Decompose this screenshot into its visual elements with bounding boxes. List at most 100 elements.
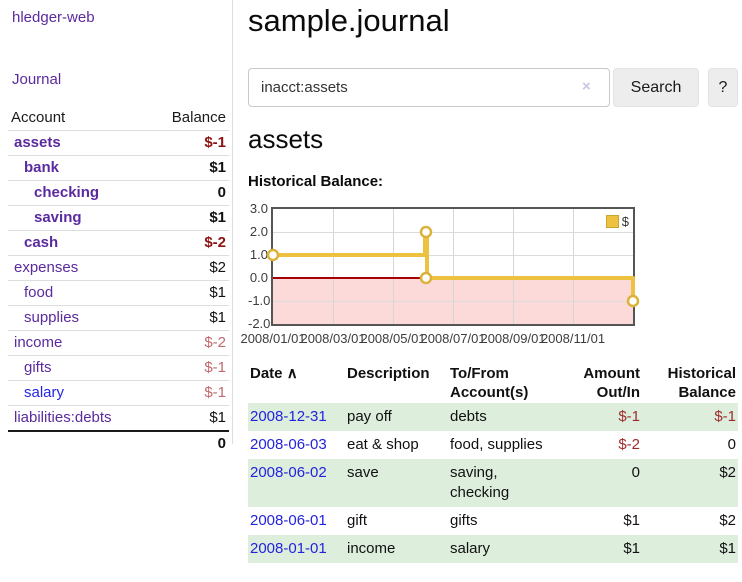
account-row-income: income $-2: [8, 330, 229, 356]
y-axis-tick: -1.0: [248, 293, 271, 308]
transaction-description: gift: [347, 512, 368, 529]
account-row-saving: saving $1: [8, 205, 229, 231]
account-link-supplies[interactable]: supplies: [24, 309, 80, 326]
gridline: [333, 209, 334, 324]
y-axis-tick: 1.0: [249, 247, 268, 262]
gridline: [393, 209, 394, 324]
account-row-assets: assets $-1: [8, 130, 229, 156]
transaction-description: pay off: [347, 408, 392, 425]
account-link-liabilities-debts[interactable]: liabilities:debts: [14, 409, 112, 426]
account-balance: $2: [149, 255, 229, 281]
account-link-cash[interactable]: cash: [24, 234, 59, 251]
transaction-date-link[interactable]: 2008-06-02: [250, 464, 327, 481]
account-link-salary[interactable]: salary: [24, 384, 65, 401]
account-row-gifts: gifts $-1: [8, 355, 229, 381]
description-column-header: Description: [347, 365, 430, 382]
account-total-row: 0: [8, 430, 229, 456]
accounts-column-header: To/From Account(s): [448, 363, 562, 403]
sort-ascending-icon: ∧: [286, 365, 298, 382]
account-row-liabilities-debts: liabilities:debts $1: [8, 405, 229, 431]
x-axis-tick: 2008/03/01: [300, 331, 366, 346]
account-row-food: food $1: [8, 280, 229, 306]
account-balance: $1: [149, 205, 229, 231]
chart-plot-area[interactable]: $: [266, 207, 640, 326]
data-point-marker: [626, 294, 640, 308]
data-point-marker: [266, 248, 280, 262]
account-row-expenses: expenses $2: [8, 255, 229, 281]
x-axis-tick: 2008/11/01: [540, 331, 606, 346]
account-row-cash: cash $-2: [8, 230, 229, 256]
account-link-bank[interactable]: bank: [24, 159, 60, 176]
transaction-date-link[interactable]: 2008-12-31: [250, 408, 327, 425]
account-balance: $-2: [149, 330, 229, 356]
register-row[interactable]: 2008-06-01 gift gifts $1 $2: [248, 507, 738, 535]
amount-header-line1: Amount: [583, 365, 640, 382]
transaction-accounts: debts: [450, 408, 487, 425]
transaction-balance: $2: [719, 464, 736, 481]
account-balance: $1: [149, 405, 229, 431]
account-link-saving[interactable]: saving: [34, 209, 82, 226]
search-button[interactable]: Search: [613, 68, 699, 107]
account-link-assets[interactable]: assets: [14, 134, 61, 151]
transaction-amount: $-2: [618, 436, 640, 453]
account-row-salary: salary $-1: [8, 380, 229, 406]
account-link-food[interactable]: food: [24, 284, 54, 301]
x-axis-tick: 2008/05/01: [360, 331, 426, 346]
transaction-description: eat & shop: [347, 436, 419, 453]
transaction-amount: $1: [623, 512, 640, 529]
clear-search-icon[interactable]: ×: [582, 78, 591, 95]
transaction-description: income: [347, 540, 396, 557]
account-balance: $1: [149, 280, 229, 306]
register-row[interactable]: 2008-01-01 income salary $1 $1: [248, 535, 738, 563]
y-axis-tick: 0.0: [249, 270, 268, 285]
gridline: [513, 209, 514, 324]
transaction-date-link[interactable]: 2008-06-01: [250, 512, 327, 529]
register-row[interactable]: 2008-12-31 pay off debts $-1 $-1: [248, 403, 738, 431]
date-header-label: Date: [250, 365, 283, 382]
account-balance: $-2: [149, 230, 229, 256]
data-point-marker: [419, 271, 433, 285]
data-point-marker: [419, 225, 433, 239]
transaction-accounts: gifts: [450, 512, 478, 529]
date-column-header[interactable]: Date ∧: [248, 363, 345, 403]
transaction-balance: $-1: [714, 408, 736, 425]
app-title-link[interactable]: hledger-web: [12, 9, 95, 26]
amount-column-header: Amount Out/In: [562, 363, 642, 403]
amount-header-line2: Out/In: [596, 384, 640, 401]
account-total-value: 0: [149, 430, 229, 456]
sidebar-item-journal[interactable]: Journal: [12, 71, 62, 88]
register-header-row: Date ∧ Description To/From Account(s) Am…: [248, 363, 738, 403]
account-row-bank: bank $1: [8, 155, 229, 181]
x-axis-tick: 2008/01/01: [240, 331, 306, 346]
transaction-amount: $-1: [618, 408, 640, 425]
help-button[interactable]: ?: [708, 68, 738, 107]
y-axis-tick: -2.0: [248, 316, 271, 331]
account-link-gifts[interactable]: gifts: [24, 359, 52, 376]
account-link-checking[interactable]: checking: [34, 184, 100, 201]
transaction-accounts: saving, checking: [450, 464, 510, 501]
account-balance: $-1: [149, 380, 229, 406]
account-heading: assets: [248, 124, 324, 154]
chart-title: Historical Balance:: [248, 173, 384, 190]
account-balance: $1: [149, 305, 229, 331]
transaction-date-link[interactable]: 2008-06-03: [250, 436, 327, 453]
x-axis-tick: 2008/07/01: [420, 331, 486, 346]
gridline: [573, 209, 574, 324]
balance-column-header: Balance: [171, 109, 226, 126]
transaction-balance: $1: [719, 540, 736, 557]
legend-swatch-icon: [605, 215, 619, 228]
register-row[interactable]: 2008-06-03 eat & shop food, supplies $-2…: [248, 431, 738, 459]
search-input[interactable]: [248, 68, 610, 107]
register-row[interactable]: 2008-06-02 save saving, checking 0 $2: [248, 459, 738, 507]
account-link-income[interactable]: income: [14, 334, 63, 351]
account-link-expenses[interactable]: expenses: [14, 259, 79, 276]
balance-column-header: Historical Balance: [642, 363, 738, 403]
transaction-date-link[interactable]: 2008-01-01: [250, 540, 327, 557]
sidebar: hledger-web Journal Account Balance asse…: [0, 0, 233, 456]
account-column-header: Account: [11, 109, 66, 126]
x-axis-tick: 2008/09/01: [480, 331, 546, 346]
transaction-accounts: salary: [450, 540, 491, 557]
register-table: Date ∧ Description To/From Account(s) Am…: [248, 363, 738, 563]
account-row-checking: checking 0: [8, 180, 229, 206]
transaction-amount: $1: [623, 540, 640, 557]
